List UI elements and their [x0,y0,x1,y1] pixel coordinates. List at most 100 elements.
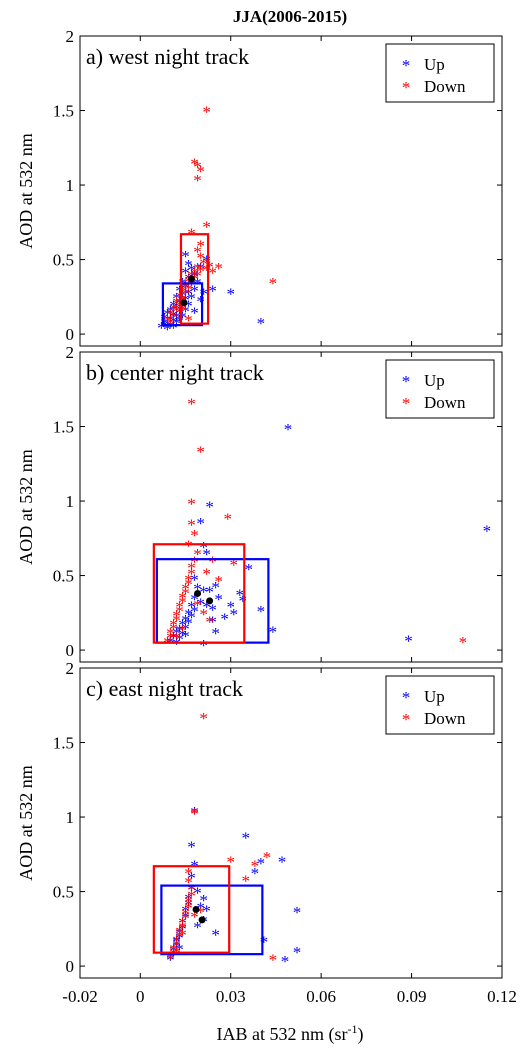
data-point-up: * [169,942,178,961]
data-point-down: * [269,951,278,970]
data-point-down: * [193,171,202,190]
data-point-up: * [184,296,193,315]
x-axis-label-superscript: -1 [347,1022,357,1036]
legend-box [385,43,495,103]
data-point-up: * [184,895,193,914]
data-point-up: * [239,591,248,610]
data-point-down: * [175,597,184,616]
range-box-up [160,884,264,956]
data-point-up: * [187,289,196,308]
data-point-up: * [172,635,181,654]
data-point-down: * [166,629,175,648]
data-point-down: * [181,584,190,603]
data-point-down: * [175,602,184,621]
data-point-down: * [178,301,187,320]
data-point-up: * [187,608,196,627]
data-point-up: * [226,597,235,616]
x-axis-label-close: ) [357,1024,363,1045]
data-point-down: * [172,302,181,321]
panel-label: b) center night track [86,360,264,385]
data-point-down: * [199,605,208,624]
legend-label-down: Down [424,393,466,412]
data-point-up: * [169,629,178,648]
range-box-up [161,282,204,327]
data-point-down: * [178,281,187,300]
data-point-up: * [190,803,199,822]
data-point-up: * [172,624,181,643]
y-tick-label: 2 [66,27,75,46]
data-point-up: * [190,281,199,300]
data-point-up: * [202,545,211,564]
data-point-down: * [196,262,205,281]
data-point-up: * [187,275,196,294]
data-point-down: * [181,277,190,296]
data-point-down: * [199,709,208,728]
legend-label-up: Up [424,55,445,74]
data-point-down: * [187,515,196,534]
data-point-down: * [163,311,172,330]
data-point-down: * [190,553,199,572]
data-point-down: * [172,606,181,625]
data-point-down: * [178,918,187,937]
data-point-down: * [178,925,187,944]
data-point-up: * [181,620,190,639]
data-point-down: * [169,299,178,318]
data-point-down: * [181,909,190,928]
data-point-down: * [229,556,238,575]
chart-title: JJA(2006-2015) [233,7,347,26]
data-point-up: * [211,578,220,597]
data-point-down: * [184,873,193,892]
data-point-down: * [187,887,196,906]
y-axis-label: AOD at 532 nm [16,449,36,565]
data-point-down: * [205,258,214,277]
data-point-up: * [169,946,178,965]
data-point-down: * [184,536,193,555]
data-point-up: * [190,590,199,609]
data-point-up: * [175,621,184,640]
data-point-up: * [196,594,205,613]
data-point-down: * [166,949,175,968]
data-point-up: * [178,286,187,305]
data-point-down: * [196,442,205,461]
data-point-up: * [202,597,211,616]
data-point-up: * [166,311,175,330]
y-tick-label: 1.5 [53,418,74,437]
data-point-up: * [211,624,220,643]
data-point-down: * [172,936,181,955]
data-point-down: * [263,848,272,867]
data-point-up: * [178,919,187,938]
data-point-up: * [172,933,181,952]
data-point-up: * [202,901,211,920]
data-point-down: * [187,275,196,294]
data-point-down: * [208,553,217,572]
data-point-down: * [184,864,193,883]
data-point-up: * [181,611,190,630]
y-tick-label: 0 [66,641,75,660]
y-tick-label: 1.5 [53,102,74,121]
range-box-down [152,865,231,954]
data-point-up: * [257,602,266,621]
data-point-down: * [251,857,260,876]
data-point-up: * [178,626,187,645]
y-tick-label: 0.5 [53,567,74,586]
data-point-up: * [169,296,178,315]
data-point-up: * [175,281,184,300]
data-point-down: * [169,615,178,634]
data-point-up: * [178,308,187,327]
data-layer: ****************************************… [152,709,301,971]
x-tick-label: 0 [136,987,145,1006]
data-point-up: * [208,612,217,631]
x-tick-label: 0.12 [487,987,517,1006]
data-point-up: * [281,952,290,971]
data-point-down: * [202,565,211,584]
data-point-up: * [199,891,208,910]
mean-marker-down [192,905,200,913]
y-tick-label: 0 [66,957,75,976]
data-point-down: * [181,904,190,923]
x-axis-tick-labels: -0.02 0 0.03 0.06 0.09 0.12 [62,987,517,1006]
data-point-up: * [187,837,196,856]
data-point-up: * [175,293,184,312]
data-point-down: * [202,217,211,236]
